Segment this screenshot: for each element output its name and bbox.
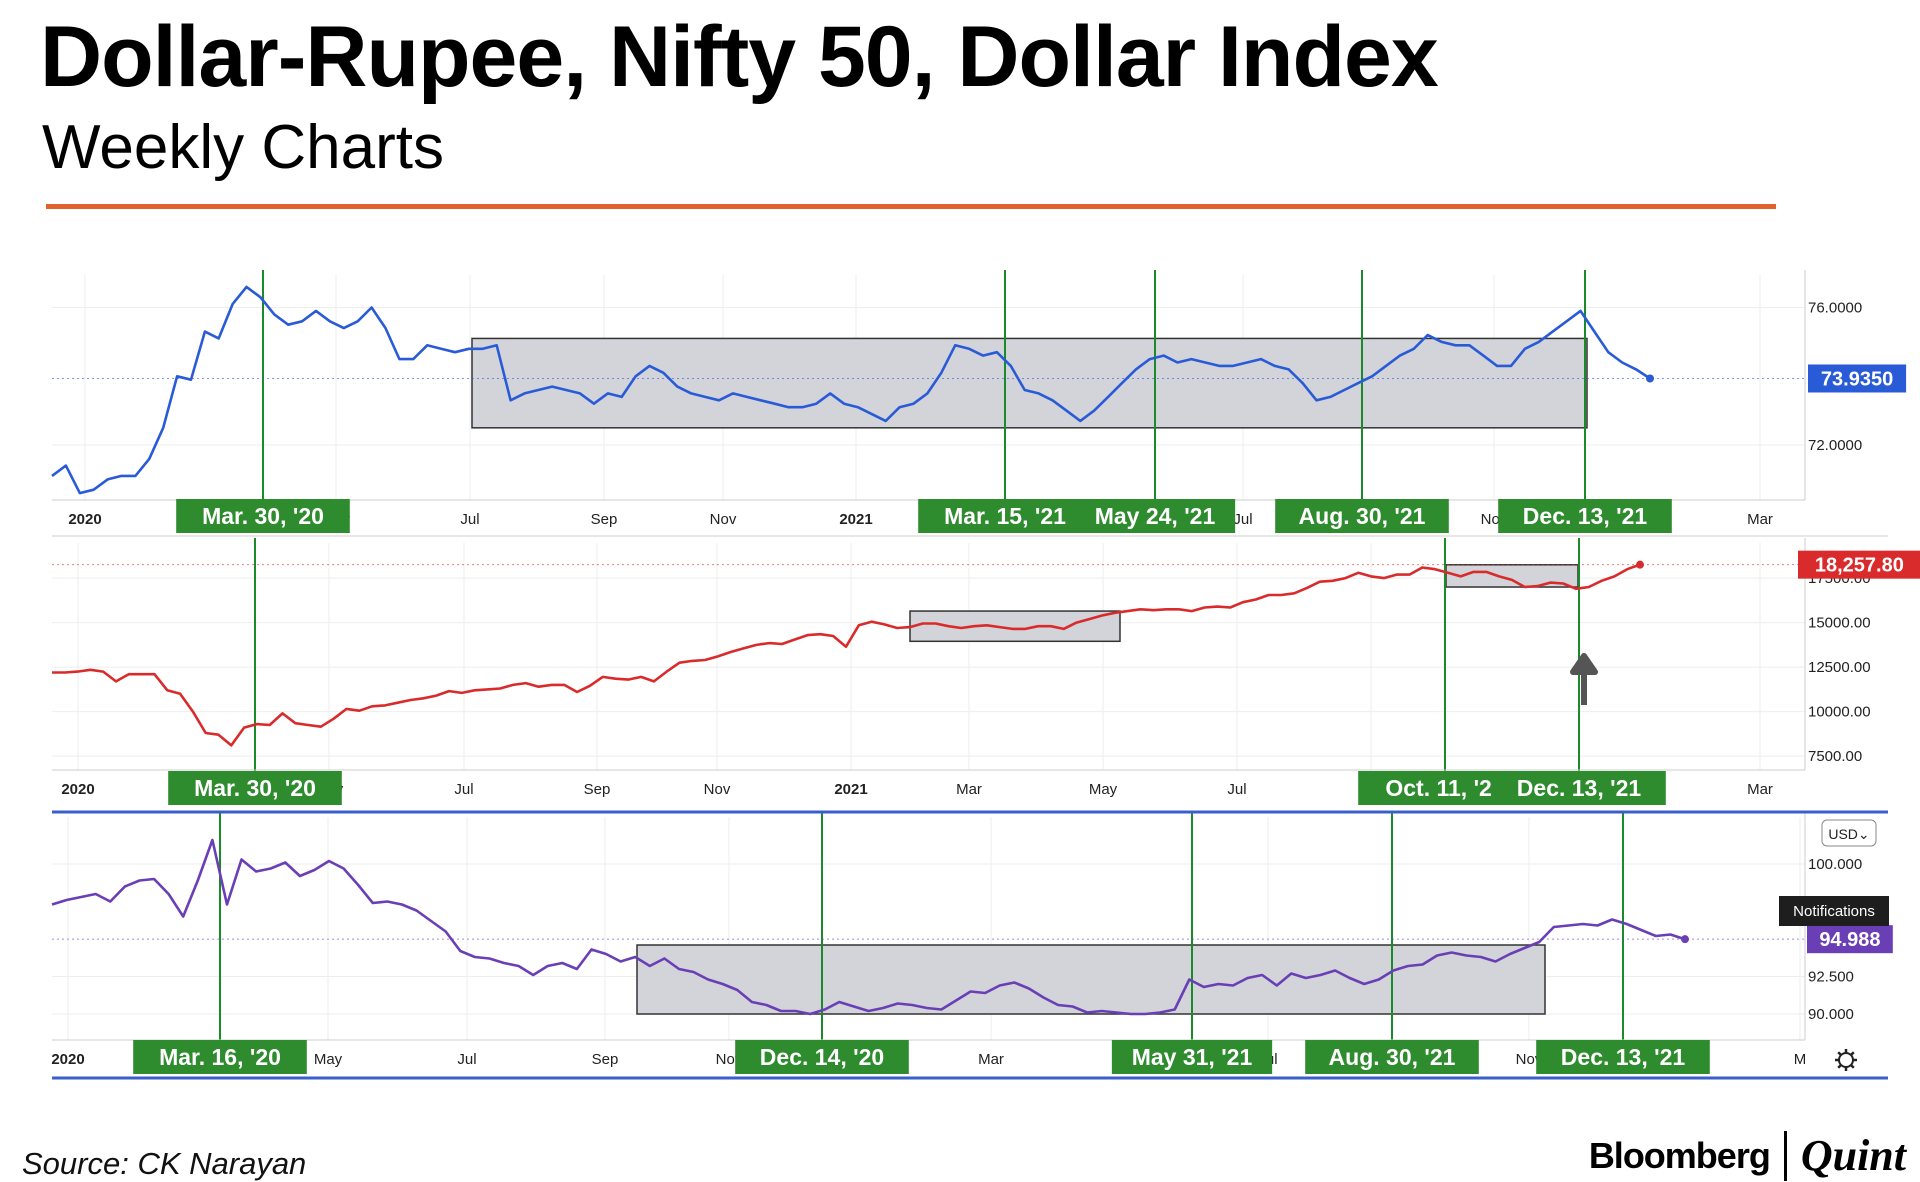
- panel1-x-tick-0: 2020: [68, 511, 101, 528]
- panel3-marker-label-2: May 31, '21: [1132, 1044, 1253, 1070]
- gear-icon-tooth: [1837, 1064, 1842, 1069]
- panel3-x-tick-3: Sep: [592, 1051, 619, 1068]
- panel3-x-tick-0: 2020: [51, 1051, 84, 1068]
- brand-logo: Bloomberg Quint: [1589, 1130, 1906, 1181]
- panel1-last-point: [1646, 374, 1654, 383]
- panel1-last-value-tag-bg: [1808, 364, 1907, 393]
- currency-select-box: [1821, 819, 1877, 847]
- panel1-x-tick-2: Jul: [460, 511, 479, 528]
- panel3-x-tick-8: M: [1794, 1051, 1807, 1068]
- panel3-marker-label-4-bg: [1536, 1040, 1710, 1074]
- panel3-marker-label-1-bg: [735, 1040, 909, 1074]
- panel2-range-box-0: [909, 610, 1121, 643]
- panel3-last-value-tag: 94.988: [1819, 929, 1880, 951]
- panel2-marker-label-0-bg: [168, 771, 342, 805]
- panel3-last-point: [1681, 935, 1689, 944]
- brand-bloomberg: Bloomberg: [1588, 1134, 1771, 1176]
- panel3-y-tick-2: 90.000: [1808, 1006, 1854, 1023]
- panel2-x-tick-8: Jul: [1227, 781, 1246, 798]
- panel2-marker-label-2: Dec. 13, '21: [1517, 775, 1642, 801]
- notifications-tooltip-bg: [1779, 896, 1889, 926]
- panel3-marker-label-2-bg: [1111, 1040, 1273, 1074]
- panel2-y-tick-4: 7500.00: [1808, 748, 1862, 765]
- notifications-tooltip: Notifications: [1793, 903, 1875, 920]
- panel1-x-tick-3: Sep: [591, 511, 618, 528]
- gear-icon-tooth: [1837, 1051, 1842, 1056]
- panel2-x-tick-7: May: [1089, 781, 1118, 798]
- currency-select: USD⌄: [1828, 826, 1869, 842]
- panel1-marker-label-0: Mar. 30, '20: [202, 503, 324, 529]
- panel2-y-tick-3: 10000.00: [1808, 704, 1871, 721]
- panel3-y-tick-1: 92.500: [1808, 969, 1854, 986]
- source-note: Source: CK Narayan: [22, 1146, 307, 1181]
- panel1-range-box-0: [471, 337, 1588, 429]
- panel1-marker-label-3-bg: [1275, 499, 1449, 533]
- brand-quint: Quint: [1800, 1131, 1906, 1180]
- panel2-x-tick-3: Sep: [584, 781, 611, 798]
- panel1-marker-label-3: Aug. 30, '21: [1299, 503, 1426, 529]
- panel3-marker-label-0-bg: [133, 1040, 307, 1074]
- panel1-x-tick-5: 2021: [839, 511, 872, 528]
- panel3-marker-label-0: Mar. 16, '20: [159, 1044, 281, 1070]
- panel2-marker-label-1: Oct. 11, '20: [1385, 775, 1504, 801]
- panel2-x-tick-4: Nov: [704, 781, 731, 798]
- panel2-x-tick-5: 2021: [834, 781, 867, 798]
- panel1-last-value-tag: 73.9350: [1821, 368, 1893, 390]
- panel1-marker-label-1-bg: [918, 499, 1092, 533]
- up-arrow-icon: [1570, 653, 1598, 705]
- panel1-series-line: [51, 285, 1651, 495]
- panel2-marker-label-0: Mar. 30, '20: [194, 775, 316, 801]
- panel1-marker-label-4: Dec. 13, '21: [1523, 503, 1648, 529]
- panel3-marker-label-3-bg: [1305, 1040, 1479, 1074]
- panel1-marker-label-2: May 24, '21: [1095, 503, 1216, 529]
- panel2-x-tick-10: Mar: [1747, 781, 1773, 798]
- gear-icon-tooth: [1850, 1064, 1855, 1069]
- panel1-x-tick-6: Jul: [1233, 511, 1252, 528]
- page-subtitle: Weekly Charts: [42, 113, 444, 182]
- panel2-series-line: [52, 563, 1641, 747]
- panel3-x-tick-1: May: [314, 1051, 343, 1068]
- panel3-x-tick-2: Jul: [457, 1051, 476, 1068]
- gear-icon-ring: [1838, 1052, 1854, 1068]
- panel1-marker-label-1: Mar. 15, '21: [944, 503, 1066, 529]
- title-rule: [46, 204, 1776, 209]
- panel2-last-value-tag-bg: [1798, 550, 1920, 579]
- panel2-y-tick-2: 12500.00: [1808, 659, 1871, 676]
- panel1-marker-label-2-bg: [1074, 499, 1236, 533]
- panel2-x-tick-2: Jul: [454, 781, 473, 798]
- panel2-x-tick-6: Mar: [956, 781, 982, 798]
- weekly-charts: 2020 May Jul Sep Nov 2021 Jul Nov Mar 76.0000 72.0…: [51, 270, 1920, 1080]
- panel2-y-tick-1: 15000.00: [1808, 615, 1871, 632]
- panel3-y-tick-0: 100.000: [1808, 856, 1862, 873]
- panel3-marker-label-1: Dec. 14, '20: [760, 1044, 884, 1070]
- panel3-last-value-tag-bg: [1807, 925, 1893, 954]
- panel3-series-line: [51, 838, 1686, 1016]
- panel3-marker-label-4: Dec. 13, '21: [1561, 1044, 1686, 1070]
- panel2-marker-label-2-bg: [1492, 771, 1666, 805]
- panel2-x-tick-0: 2020: [61, 781, 94, 798]
- panel3-x-tick-7: Nov: [1516, 1051, 1543, 1068]
- panel2-last-value-tag: 18,257.80: [1815, 555, 1904, 577]
- panel3-marker-label-3: Aug. 30, '21: [1329, 1044, 1456, 1070]
- gear-icon: [1835, 1049, 1857, 1071]
- gear-icon-tooth: [1850, 1051, 1855, 1056]
- panel1-marker-label-0-bg: [176, 499, 350, 533]
- brand-divider: [1783, 1130, 1787, 1181]
- panel2-last-point: [1636, 560, 1644, 569]
- panel1-y-tick-0: 76.0000: [1808, 300, 1862, 317]
- panel1-x-tick-4: Nov: [710, 511, 737, 528]
- page-title: Dollar-Rupee, Nifty 50, Dollar Index: [40, 9, 1439, 105]
- panel3-x-tick-5: Mar: [978, 1051, 1004, 1068]
- panel3-range-box-0: [636, 944, 1546, 1015]
- panel1-x-tick-8: Mar: [1747, 511, 1773, 528]
- panel1-marker-label-4-bg: [1498, 499, 1672, 533]
- panel1-y-tick-1: 72.0000: [1808, 437, 1862, 454]
